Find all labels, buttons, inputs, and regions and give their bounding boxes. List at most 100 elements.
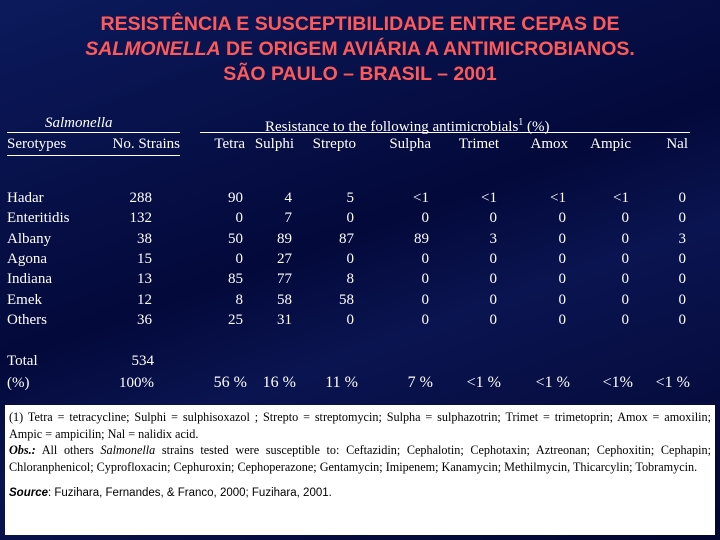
total-label: Total [7, 353, 38, 369]
cell: 0 [678, 190, 687, 206]
note-text: strains tested were susceptible to: Ceft… [9, 443, 712, 474]
cell: 50 [228, 230, 243, 247]
row-label: Others [7, 311, 47, 328]
column-header: Trimet [458, 136, 499, 152]
cell: 36 [137, 311, 152, 328]
column-header: Amox [530, 136, 569, 152]
cell: 0 [558, 291, 567, 308]
source: Source: Fuzihara, Fernandes, & Franco, 2… [9, 485, 711, 502]
cell: 87 [339, 230, 354, 247]
total-cell: 56 % [213, 374, 247, 391]
total-cell: 11 % [325, 374, 358, 391]
column-header: Tetra [214, 136, 245, 152]
group-header: Salmonella [45, 115, 113, 131]
cell: <1 [550, 190, 566, 206]
cell: 89 [414, 230, 429, 247]
cell: 0 [421, 291, 430, 308]
cell: 0 [558, 311, 567, 328]
cell: 0 [621, 271, 630, 288]
cell: 5 [346, 190, 355, 206]
row-label: Hadar [7, 190, 44, 206]
title-line: SALMONELLA DE ORIGEM AVIÁRIA A ANTIMICRO… [0, 37, 720, 62]
cell: 288 [129, 190, 153, 206]
cell: 58 [339, 291, 354, 308]
cell: 89 [277, 230, 292, 247]
note: Obs.: All others Salmonella strains test… [9, 442, 711, 475]
footnote-ref: 1 [518, 117, 524, 128]
cell: 0 [678, 291, 687, 308]
cell: 15 [137, 250, 152, 267]
group-header-text: Resistance to the following antimicrobia… [265, 119, 519, 135]
total-cell: 16 % [262, 374, 296, 391]
group-header: Resistance to the following antimicrobia… [265, 114, 550, 136]
cell: 27 [277, 250, 292, 267]
cell: 0 [621, 250, 630, 267]
row-label: Emek [7, 291, 42, 308]
cell: 7 [284, 210, 293, 227]
cell: 4 [284, 190, 293, 206]
rule [200, 132, 690, 133]
column-header: Ampic [590, 136, 631, 152]
cell: 3 [489, 230, 498, 247]
cell: 0 [346, 311, 355, 328]
cell: 25 [228, 311, 243, 328]
cell: <1 [413, 190, 429, 206]
cell: 0 [621, 230, 630, 247]
row-label: Enteritidis [7, 210, 70, 227]
note-text: All others [35, 443, 101, 457]
column-header: Sulpha [389, 136, 431, 152]
cell: 0 [558, 250, 567, 267]
cell: 0 [489, 271, 498, 288]
column-header: Strepto [312, 136, 356, 152]
column-header: Nal [666, 136, 688, 152]
cell: 0 [621, 210, 630, 227]
notes-box: (1) Tetra = tetracycline; Sulphi = sulph… [5, 405, 715, 535]
cell: 0 [346, 210, 355, 227]
cell: 0 [489, 250, 498, 267]
cell: <1 [613, 190, 629, 206]
cell: 0 [678, 210, 687, 227]
total-cell: 534 [131, 353, 155, 369]
total-cell: <1% [602, 374, 633, 391]
cell: 0 [621, 291, 630, 308]
column-header: Sulphi [254, 136, 294, 152]
cell: 0 [489, 311, 498, 328]
cell: 0 [421, 311, 430, 328]
cell: 0 [678, 250, 687, 267]
cell: 3 [678, 230, 687, 247]
title-text: DE ORIGEM AVIÁRIA A ANTIMICROBIANOS. [220, 38, 635, 60]
cell: 13 [137, 271, 152, 288]
cell: 0 [621, 311, 630, 328]
cell: 0 [678, 311, 687, 328]
cell: 0 [346, 250, 355, 267]
column-header: No. Strains [112, 136, 181, 152]
cell: 132 [129, 210, 153, 227]
row-label: Indiana [7, 271, 52, 288]
cell: 0 [421, 250, 430, 267]
cell: 0 [235, 250, 244, 267]
cell: <1 [481, 190, 497, 206]
cell: 0 [678, 271, 687, 288]
cell: 85 [228, 271, 243, 288]
cell: 90 [228, 190, 243, 206]
total-cell: <1 % [655, 374, 690, 391]
cell: 0 [421, 271, 430, 288]
row-label: Albany [7, 230, 52, 247]
cell: 0 [558, 230, 567, 247]
total-cell: <1 % [535, 374, 570, 391]
group-header-unit: (%) [523, 119, 550, 135]
total-cell: <1 % [466, 374, 501, 391]
cell: 0 [558, 210, 567, 227]
rule [7, 155, 180, 156]
title-line: RESISTÊNCIA E SUSCEPTIBILIDADE ENTRE CEP… [100, 13, 620, 35]
source-label: Source [9, 487, 48, 499]
cell: 0 [489, 210, 498, 227]
cell: 12 [137, 291, 152, 308]
cell: 8 [235, 291, 244, 308]
obs-label: Obs.: [9, 443, 36, 457]
total-label: (%) [7, 375, 30, 391]
cell: 0 [558, 271, 567, 288]
cell: 38 [137, 230, 152, 247]
rule [7, 132, 180, 133]
